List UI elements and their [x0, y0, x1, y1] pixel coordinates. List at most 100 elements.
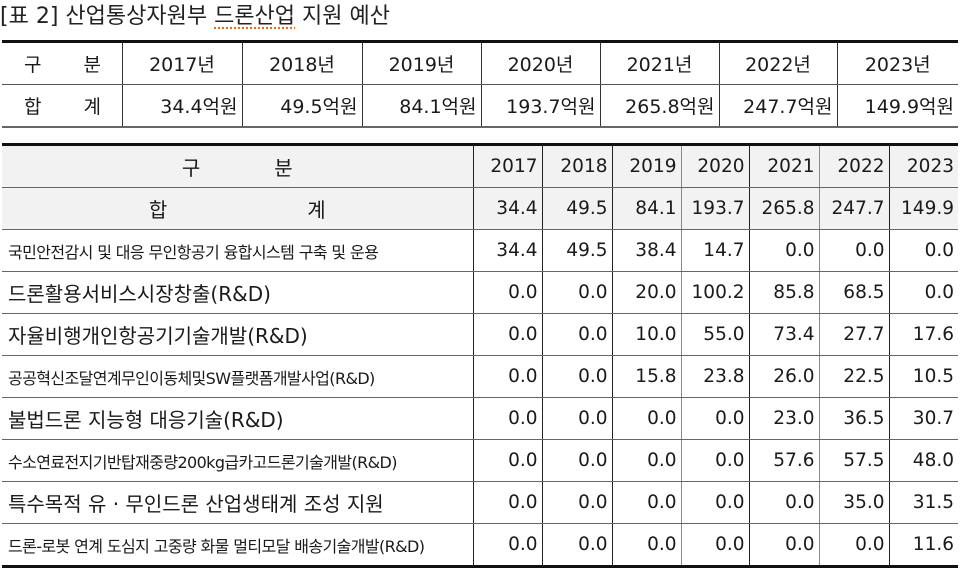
value-cell: 0.0 — [542, 439, 613, 482]
detail-year-2023: 2023 — [889, 144, 958, 188]
detail-year-2018: 2018 — [542, 144, 613, 188]
value-cell: 0.0 — [749, 523, 820, 567]
value-cell: 68.5 — [819, 271, 890, 314]
value-cell: 26.0 — [749, 355, 820, 398]
summary-total-cell: 265.8억원 — [600, 84, 720, 128]
value-cell: 0.0 — [819, 523, 890, 567]
value-cell: 0.0 — [542, 481, 613, 524]
value-cell: 55.0 — [681, 313, 750, 356]
summary-total-cell: 247.7억원 — [719, 84, 838, 128]
detail-year-2022: 2022 — [819, 144, 890, 188]
table-row: 드론활용서비스시장창출(R&D) 0.0 0.0 20.0 100.2 85.8… — [2, 271, 958, 314]
value-cell: 85.8 — [749, 271, 820, 314]
value-cell: 0.0 — [681, 439, 750, 482]
value-cell: 15.8 — [612, 355, 682, 398]
value-cell: 57.5 — [819, 439, 890, 482]
table-row: 수소연료전지기반탑재중량200kg급카고드론기술개발(R&D) 0.0 0.0 … — [2, 439, 958, 482]
detail-total-cell: 49.5 — [542, 187, 613, 230]
value-cell: 36.5 — [819, 397, 890, 440]
value-cell: 0.0 — [749, 481, 820, 524]
table-row: 국민안전감시 및 대응 무인항공기 융합시스템 구축 및 운용 34.4 49.… — [2, 229, 958, 272]
value-cell: 0.0 — [889, 229, 958, 272]
table-row: 공공혁신조달연계무인이동체및SW플랫폼개발사업(R&D) 0.0 0.0 15.… — [2, 355, 958, 398]
summary-year-2020: 2020년 — [481, 41, 601, 85]
value-cell: 0.0 — [473, 481, 543, 524]
summary-total-cell: 84.1억원 — [362, 84, 482, 128]
value-cell: 10.5 — [889, 355, 958, 398]
detail-year-2020: 2020 — [681, 144, 750, 188]
value-cell: 31.5 — [889, 481, 958, 524]
value-cell: 35.0 — [819, 481, 890, 524]
value-cell: 49.5 — [542, 229, 613, 272]
value-cell: 0.0 — [542, 271, 613, 314]
value-cell: 0.0 — [612, 523, 682, 567]
value-cell: 0.0 — [681, 481, 750, 524]
value-cell: 73.4 — [749, 313, 820, 356]
program-name: 드론활용서비스시장창출(R&D) — [2, 271, 474, 314]
summary-year-2021: 2021년 — [600, 41, 720, 85]
detail-total-cell: 265.8 — [749, 187, 820, 230]
value-cell: 0.0 — [612, 439, 682, 482]
detail-year-2021: 2021 — [749, 144, 820, 188]
value-cell: 0.0 — [542, 355, 613, 398]
summary-total-cell: 49.5억원 — [242, 84, 363, 128]
value-cell: 11.6 — [889, 523, 958, 567]
detail-total-cell: 84.1 — [612, 187, 682, 230]
program-name: 특수목적 유 · 무인드론 산업생태계 조성 지원 — [2, 481, 474, 524]
summary-total-cell: 193.7억원 — [481, 84, 601, 128]
program-name: 공공혁신조달연계무인이동체및SW플랫폼개발사업(R&D) — [2, 355, 474, 398]
summary-year-2018: 2018년 — [242, 41, 363, 85]
value-cell: 14.7 — [681, 229, 750, 272]
value-cell: 0.0 — [542, 397, 613, 440]
value-cell: 0.0 — [612, 481, 682, 524]
summary-year-2022: 2022년 — [719, 41, 838, 85]
value-cell: 0.0 — [542, 313, 613, 356]
value-cell: 57.6 — [749, 439, 820, 482]
summary-year-2017: 2017년 — [122, 41, 243, 85]
detail-year-2019: 2019 — [612, 144, 682, 188]
table-row: 불법드론 지능형 대응기술(R&D) 0.0 0.0 0.0 0.0 23.0 … — [2, 397, 958, 440]
value-cell: 0.0 — [681, 397, 750, 440]
program-name: 자율비행개인항공기기술개발(R&D) — [2, 313, 474, 356]
value-cell: 0.0 — [612, 397, 682, 440]
value-cell: 0.0 — [473, 439, 543, 482]
detail-year-2017: 2017 — [473, 144, 543, 188]
value-cell: 23.8 — [681, 355, 750, 398]
detail-total-cell: 149.9 — [889, 187, 958, 230]
detail-total-cell: 34.4 — [473, 187, 543, 230]
summary-year-2019: 2019년 — [362, 41, 482, 85]
table-caption: [표 2] 산업통상자원부 드론산업 지원 예산 — [0, 2, 390, 32]
detail-total-cell: 247.7 — [819, 187, 890, 230]
value-cell: 20.0 — [612, 271, 682, 314]
value-cell: 0.0 — [889, 271, 958, 314]
value-cell: 38.4 — [612, 229, 682, 272]
value-cell: 0.0 — [819, 229, 890, 272]
table-row: 자율비행개인항공기기술개발(R&D) 0.0 0.0 10.0 55.0 73.… — [2, 313, 958, 356]
value-cell: 0.0 — [681, 523, 750, 567]
caption-prefix: [표 2] 산업통상자원부 — [0, 4, 215, 29]
caption-suffix: 지원 예산 — [295, 4, 390, 29]
program-name: 불법드론 지능형 대응기술(R&D) — [2, 397, 474, 440]
summary-year-2023: 2023년 — [837, 41, 958, 85]
value-cell: 0.0 — [749, 229, 820, 272]
value-cell: 48.0 — [889, 439, 958, 482]
value-cell: 23.0 — [749, 397, 820, 440]
program-name: 수소연료전지기반탑재중량200kg급카고드론기술개발(R&D) — [2, 439, 474, 482]
value-cell: 0.0 — [473, 271, 543, 314]
summary-total-cell: 149.9억원 — [837, 84, 958, 128]
value-cell: 30.7 — [889, 397, 958, 440]
value-cell: 0.0 — [473, 397, 543, 440]
table-row: 특수목적 유 · 무인드론 산업생태계 조성 지원 0.0 0.0 0.0 0.… — [2, 481, 958, 524]
value-cell: 22.5 — [819, 355, 890, 398]
value-cell: 0.0 — [473, 313, 543, 356]
